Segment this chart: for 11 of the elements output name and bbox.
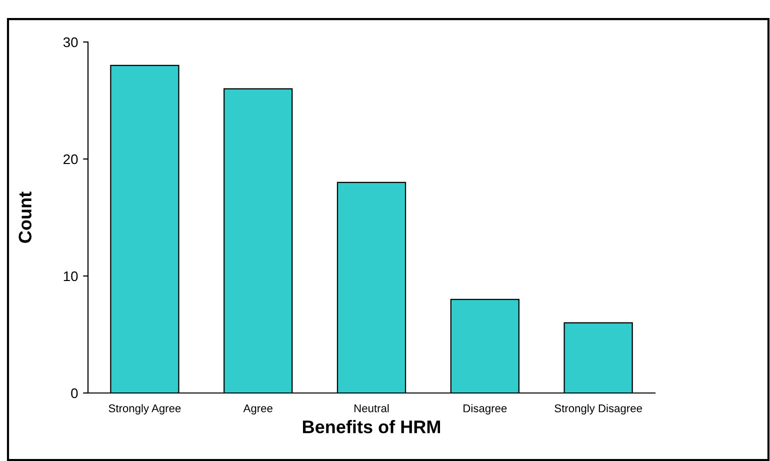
x-tick-label: Agree	[243, 404, 272, 414]
x-tick-label: Neutral	[354, 404, 389, 412]
x-tick-label: Disagree	[464, 404, 507, 414]
x-tick-label: Strongly Disagree	[554, 404, 642, 414]
y-tick-label: 30	[63, 37, 78, 48]
y-tick-label: 20	[64, 154, 78, 164]
x-axis-title: Benefits of HRM	[302, 420, 440, 434]
x-tick-label: Strongly Agree	[108, 404, 181, 414]
y-axis-title: Count	[18, 192, 32, 243]
y-tick-label: 10	[64, 271, 78, 282]
y-tick-label: 0	[71, 388, 78, 398]
